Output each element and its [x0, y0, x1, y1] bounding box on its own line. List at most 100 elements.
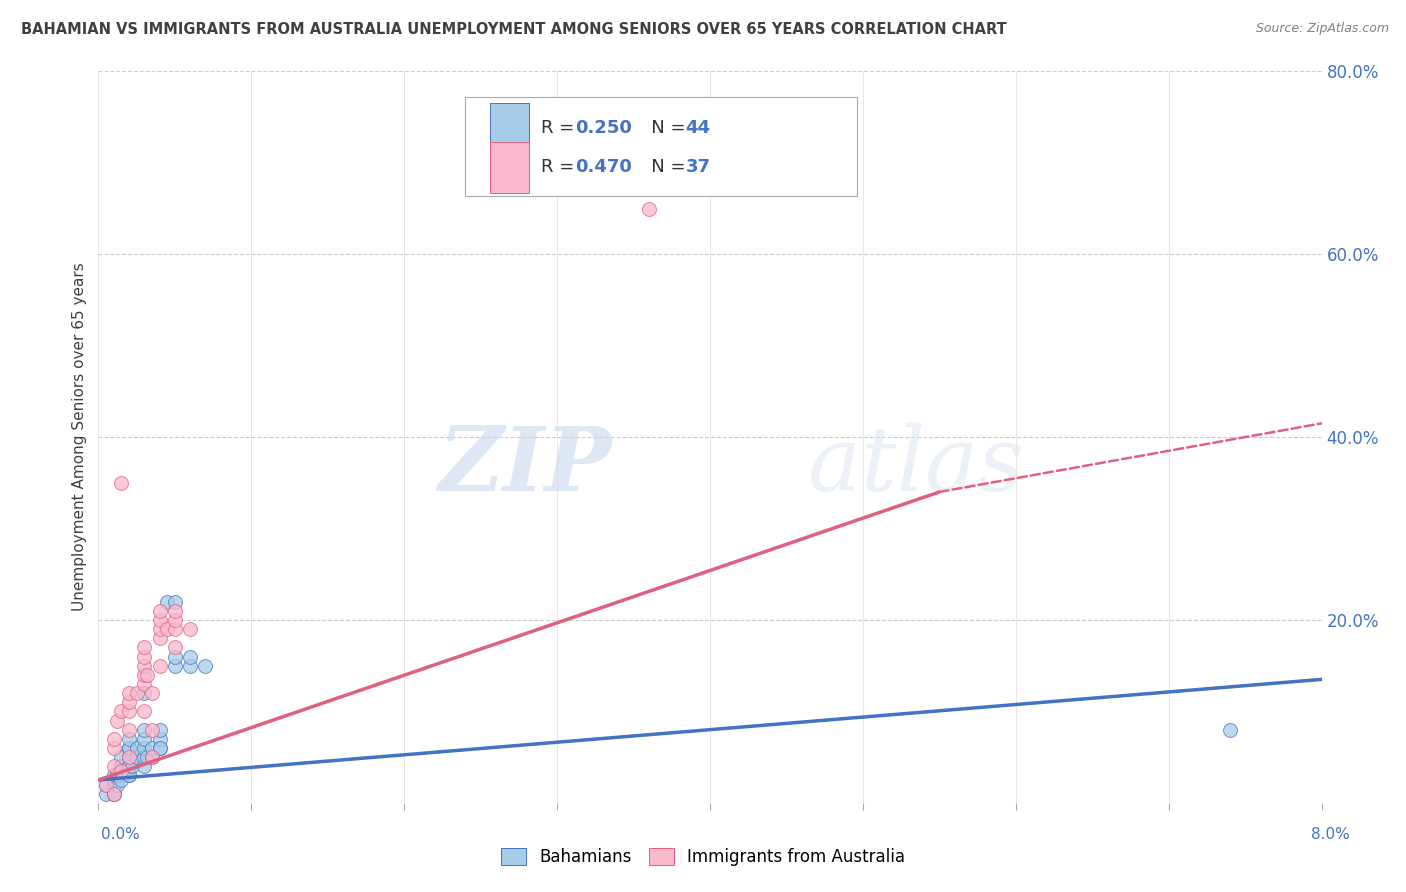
Point — [156, 622, 179, 636]
Point — [94, 777, 117, 792]
Point — [118, 759, 141, 773]
Point — [110, 759, 132, 773]
Point — [103, 740, 125, 755]
Point — [134, 677, 156, 691]
Point — [141, 750, 163, 764]
Point — [141, 686, 163, 700]
Text: N =: N = — [634, 159, 692, 177]
Point — [149, 723, 172, 737]
Text: ZIP: ZIP — [439, 423, 612, 509]
Point — [118, 705, 141, 719]
Point — [103, 768, 125, 782]
Point — [125, 686, 148, 700]
FancyBboxPatch shape — [465, 97, 856, 195]
Point — [163, 613, 186, 627]
Point — [110, 475, 132, 490]
Point — [134, 723, 156, 737]
Point — [134, 658, 156, 673]
Point — [118, 750, 141, 764]
Point — [134, 740, 156, 755]
Point — [163, 640, 186, 655]
Text: BAHAMIAN VS IMMIGRANTS FROM AUSTRALIA UNEMPLOYMENT AMONG SENIORS OVER 65 YEARS C: BAHAMIAN VS IMMIGRANTS FROM AUSTRALIA UN… — [21, 22, 1007, 37]
Point — [141, 750, 163, 764]
Point — [103, 787, 125, 801]
Text: 0.250: 0.250 — [575, 119, 633, 136]
Point — [110, 705, 132, 719]
Point — [125, 750, 148, 764]
Point — [118, 768, 141, 782]
Point — [110, 764, 132, 778]
Point — [1219, 723, 1241, 737]
Point — [149, 740, 172, 755]
Point — [94, 777, 117, 792]
Point — [149, 658, 172, 673]
Point — [134, 649, 156, 664]
Text: Source: ZipAtlas.com: Source: ZipAtlas.com — [1256, 22, 1389, 36]
Point — [110, 750, 132, 764]
Y-axis label: Unemployment Among Seniors over 65 years: Unemployment Among Seniors over 65 years — [72, 263, 87, 611]
Point — [163, 622, 186, 636]
Text: 8.0%: 8.0% — [1310, 827, 1350, 841]
Point — [118, 723, 141, 737]
Point — [163, 658, 186, 673]
Point — [118, 750, 141, 764]
Point — [149, 622, 172, 636]
Point — [118, 768, 141, 782]
Point — [149, 731, 172, 746]
Point — [118, 695, 141, 709]
Point — [103, 787, 125, 801]
Point — [136, 667, 159, 681]
Point — [103, 731, 125, 746]
Point — [149, 604, 172, 618]
Point — [125, 740, 148, 755]
Point — [163, 594, 186, 608]
Point — [118, 740, 141, 755]
Point — [194, 658, 217, 673]
Text: R =: R = — [541, 119, 581, 136]
Point — [103, 772, 125, 787]
Point — [103, 787, 125, 801]
Text: 0.470: 0.470 — [575, 159, 633, 177]
Point — [103, 759, 125, 773]
FancyBboxPatch shape — [489, 142, 529, 193]
Point — [118, 740, 141, 755]
Point — [105, 777, 128, 792]
Point — [105, 768, 128, 782]
Text: N =: N = — [634, 119, 692, 136]
Point — [149, 632, 172, 646]
Point — [118, 686, 141, 700]
Legend: Bahamians, Immigrants from Australia: Bahamians, Immigrants from Australia — [495, 841, 911, 873]
Point — [156, 594, 179, 608]
Text: R =: R = — [541, 159, 581, 177]
Point — [149, 613, 172, 627]
Point — [134, 667, 156, 681]
Text: 0.0%: 0.0% — [101, 827, 141, 841]
Point — [179, 622, 201, 636]
Point — [179, 649, 201, 664]
Point — [134, 686, 156, 700]
Point — [94, 787, 117, 801]
FancyBboxPatch shape — [489, 103, 529, 153]
Point — [149, 740, 172, 755]
Point — [134, 759, 156, 773]
Point — [121, 759, 143, 773]
Point — [179, 658, 201, 673]
Point — [110, 764, 132, 778]
Point — [134, 640, 156, 655]
Point — [118, 731, 141, 746]
Point — [163, 649, 186, 664]
Point — [637, 202, 661, 216]
Point — [105, 714, 128, 728]
Point — [134, 750, 156, 764]
Point — [141, 723, 163, 737]
Point — [136, 750, 159, 764]
Text: 37: 37 — [686, 159, 710, 177]
Point — [110, 772, 132, 787]
Point — [134, 705, 156, 719]
Point — [163, 604, 186, 618]
Text: atlas: atlas — [808, 423, 1024, 509]
Text: 44: 44 — [686, 119, 710, 136]
Point — [141, 740, 163, 755]
Point — [103, 777, 125, 792]
Point — [134, 731, 156, 746]
